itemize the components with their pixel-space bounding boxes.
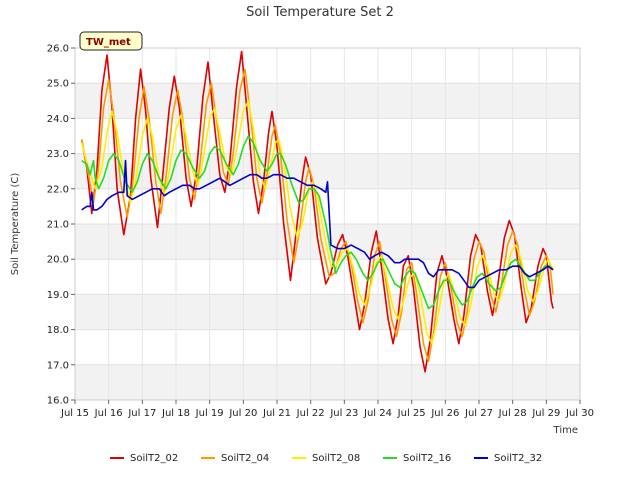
y-tick-label: 19.0 bbox=[47, 290, 69, 301]
legend: SoilT2_02 SoilT2_04 SoilT2_08 SoilT2_16 Soil… bbox=[110, 453, 542, 464]
x-tick-label: Jul 23 bbox=[329, 408, 358, 419]
plot-band bbox=[75, 364, 580, 400]
x-tick-label: Jul 17 bbox=[127, 408, 156, 419]
plot-band bbox=[75, 83, 580, 119]
x-tick-label: Jul 19 bbox=[195, 408, 224, 419]
plot-band bbox=[75, 294, 580, 330]
plot-band bbox=[75, 118, 580, 154]
y-tick-label: 24.0 bbox=[47, 114, 69, 125]
legend-item-soilt2-32: SoilT2_32 bbox=[474, 453, 542, 464]
legend-item-soilt2-02: SoilT2_02 bbox=[110, 453, 178, 464]
series-layer bbox=[80, 50, 554, 373]
series-line-soilt2-32 bbox=[81, 159, 554, 289]
series-line-soilt2-16 bbox=[81, 135, 554, 310]
x-tick-label: Jul 28 bbox=[498, 408, 527, 419]
x-axis-ticks: Jul 15 Jul 16 Jul 17 Jul 18 Jul 19 Jul 20 Jul … bbox=[60, 400, 594, 419]
plot-band bbox=[75, 48, 580, 84]
series-line-soilt2-04 bbox=[80, 68, 554, 363]
y-tick-label: 21.0 bbox=[47, 220, 69, 231]
y-axis-title: Soil Temperature (C) bbox=[10, 173, 21, 276]
x-tick-label: Jul 15 bbox=[60, 408, 89, 419]
legend-item-soilt2-16: SoilT2_16 bbox=[383, 453, 451, 464]
x-axis-title: Time bbox=[553, 425, 578, 436]
site-badge: TW_met bbox=[79, 31, 143, 51]
legend-item-soilt2-08: SoilT2_08 bbox=[292, 453, 360, 464]
x-tick-label: Jul 21 bbox=[262, 408, 291, 419]
legend-label: SoilT2_16 bbox=[403, 453, 451, 464]
chart-title: Soil Temperature Set 2 bbox=[246, 5, 394, 20]
legend-item-soilt2-04: SoilT2_04 bbox=[201, 453, 269, 464]
x-tick-label: Jul 24 bbox=[363, 408, 392, 419]
y-tick-label: 26.0 bbox=[47, 44, 69, 55]
x-tick-label: Jul 25 bbox=[397, 408, 426, 419]
site-badge-box bbox=[79, 31, 143, 51]
x-tick-label: Jul 30 bbox=[565, 408, 594, 419]
x-tick-label: Jul 29 bbox=[531, 408, 560, 419]
site-badge-label: TW_met bbox=[86, 37, 131, 48]
legend-label: SoilT2_02 bbox=[130, 453, 178, 464]
plot-band bbox=[75, 259, 580, 295]
y-tick-label: 23.0 bbox=[47, 149, 69, 160]
y-tick-label: 17.0 bbox=[47, 360, 69, 371]
plot-band bbox=[75, 329, 580, 365]
y-axis-ticks: 16.0 17.0 18.0 19.0 20.0 21.0 22.0 23.0 24.0 25.0… bbox=[47, 44, 75, 407]
x-tick-label: Jul 22 bbox=[296, 408, 325, 419]
x-tick-label: Jul 26 bbox=[430, 408, 459, 419]
x-tick-label: Jul 20 bbox=[228, 408, 257, 419]
x-tick-label: Jul 18 bbox=[161, 408, 190, 419]
legend-label: SoilT2_32 bbox=[494, 453, 542, 464]
x-tick-label: Jul 16 bbox=[94, 408, 123, 419]
legend-label: SoilT2_08 bbox=[312, 453, 360, 464]
y-tick-label: 22.0 bbox=[47, 184, 69, 195]
y-tick-label: 25.0 bbox=[47, 79, 69, 90]
legend-label: SoilT2_04 bbox=[221, 453, 269, 464]
y-tick-label: 20.0 bbox=[47, 255, 69, 266]
y-tick-label: 18.0 bbox=[47, 325, 69, 336]
y-tick-label: 16.0 bbox=[47, 396, 69, 407]
x-tick-label: Jul 27 bbox=[464, 408, 493, 419]
